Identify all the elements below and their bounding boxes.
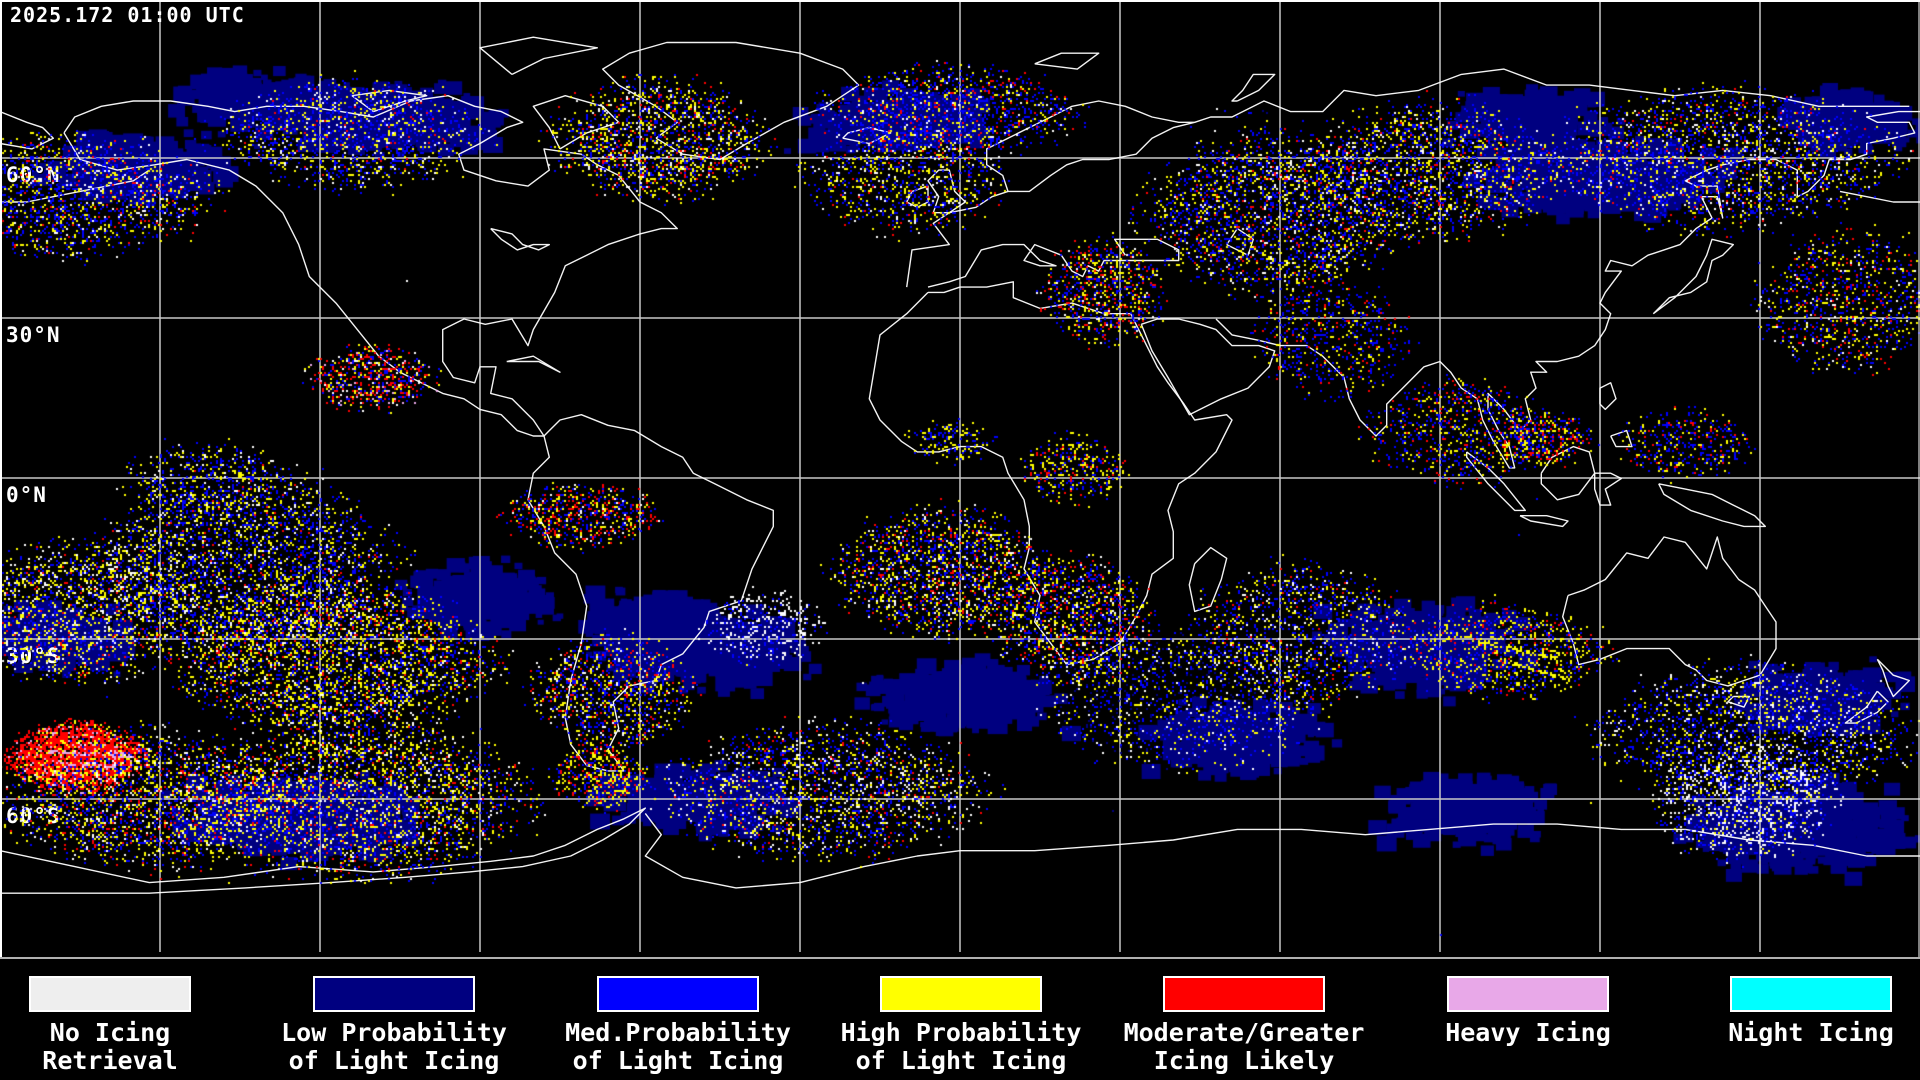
legend-item: Night Icing <box>1676 976 1920 1047</box>
legend-label-line2: of Light Icing <box>572 1046 784 1075</box>
legend-label-line2: Retrieval <box>42 1046 178 1075</box>
legend-label-line2: of Light Icing <box>288 1046 500 1075</box>
legend-swatch <box>1163 976 1325 1012</box>
legend-item: Low Probability of Light Icing <box>259 976 529 1075</box>
legend-item: Med.Probability of Light Icing <box>543 976 813 1075</box>
timestamp: 2025.172 01:00 UTC <box>10 3 245 27</box>
legend-swatch <box>313 976 475 1012</box>
legend-label-line2: of Light Icing <box>855 1046 1067 1075</box>
legend-label-line1: Moderate/Greater <box>1123 1018 1365 1047</box>
legend-label-line1: Heavy Icing <box>1445 1018 1611 1047</box>
icing-data-layer <box>0 0 1920 958</box>
legend: No Icing Retrieval Low Probability of Light… <box>0 960 1920 1080</box>
map-border <box>0 0 1920 959</box>
legend-item: High Probability of Light Icing <box>826 976 1096 1075</box>
world-icing-map: 60°N30°N0°N30°S60°S 2025.172 01:00 UTC <box>0 0 1920 960</box>
legend-swatch <box>597 976 759 1012</box>
legend-label-line2: Icing Likely <box>1153 1046 1335 1075</box>
legend-swatch <box>29 976 191 1012</box>
legend-item: Heavy Icing <box>1393 976 1663 1047</box>
legend-label-line1: No Icing <box>49 1018 171 1047</box>
legend-item: Moderate/Greater Icing Likely <box>1109 976 1379 1075</box>
legend-label-line1: Med.Probability <box>565 1018 791 1047</box>
legend-label-line1: High Probability <box>840 1018 1082 1047</box>
legend-swatch <box>880 976 1042 1012</box>
legend-swatch <box>1730 976 1892 1012</box>
legend-item: No Icing Retrieval <box>0 976 245 1075</box>
legend-label-line1: Night Icing <box>1728 1018 1894 1047</box>
legend-label-line1: Low Probability <box>281 1018 507 1047</box>
legend-swatch <box>1447 976 1609 1012</box>
